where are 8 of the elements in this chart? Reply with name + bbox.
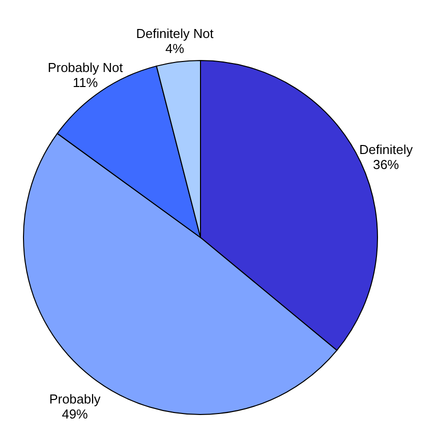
data-label: 11% bbox=[72, 74, 98, 90]
slice-label: Probably Not bbox=[48, 60, 124, 75]
slice-label: Probably bbox=[49, 391, 102, 406]
data-label: 4% bbox=[165, 41, 185, 56]
slice-label: Definitely bbox=[359, 142, 414, 158]
slice-label: Definitely Not bbox=[136, 26, 214, 42]
data-label: 49% bbox=[62, 406, 88, 422]
data-label: 36% bbox=[372, 157, 400, 172]
